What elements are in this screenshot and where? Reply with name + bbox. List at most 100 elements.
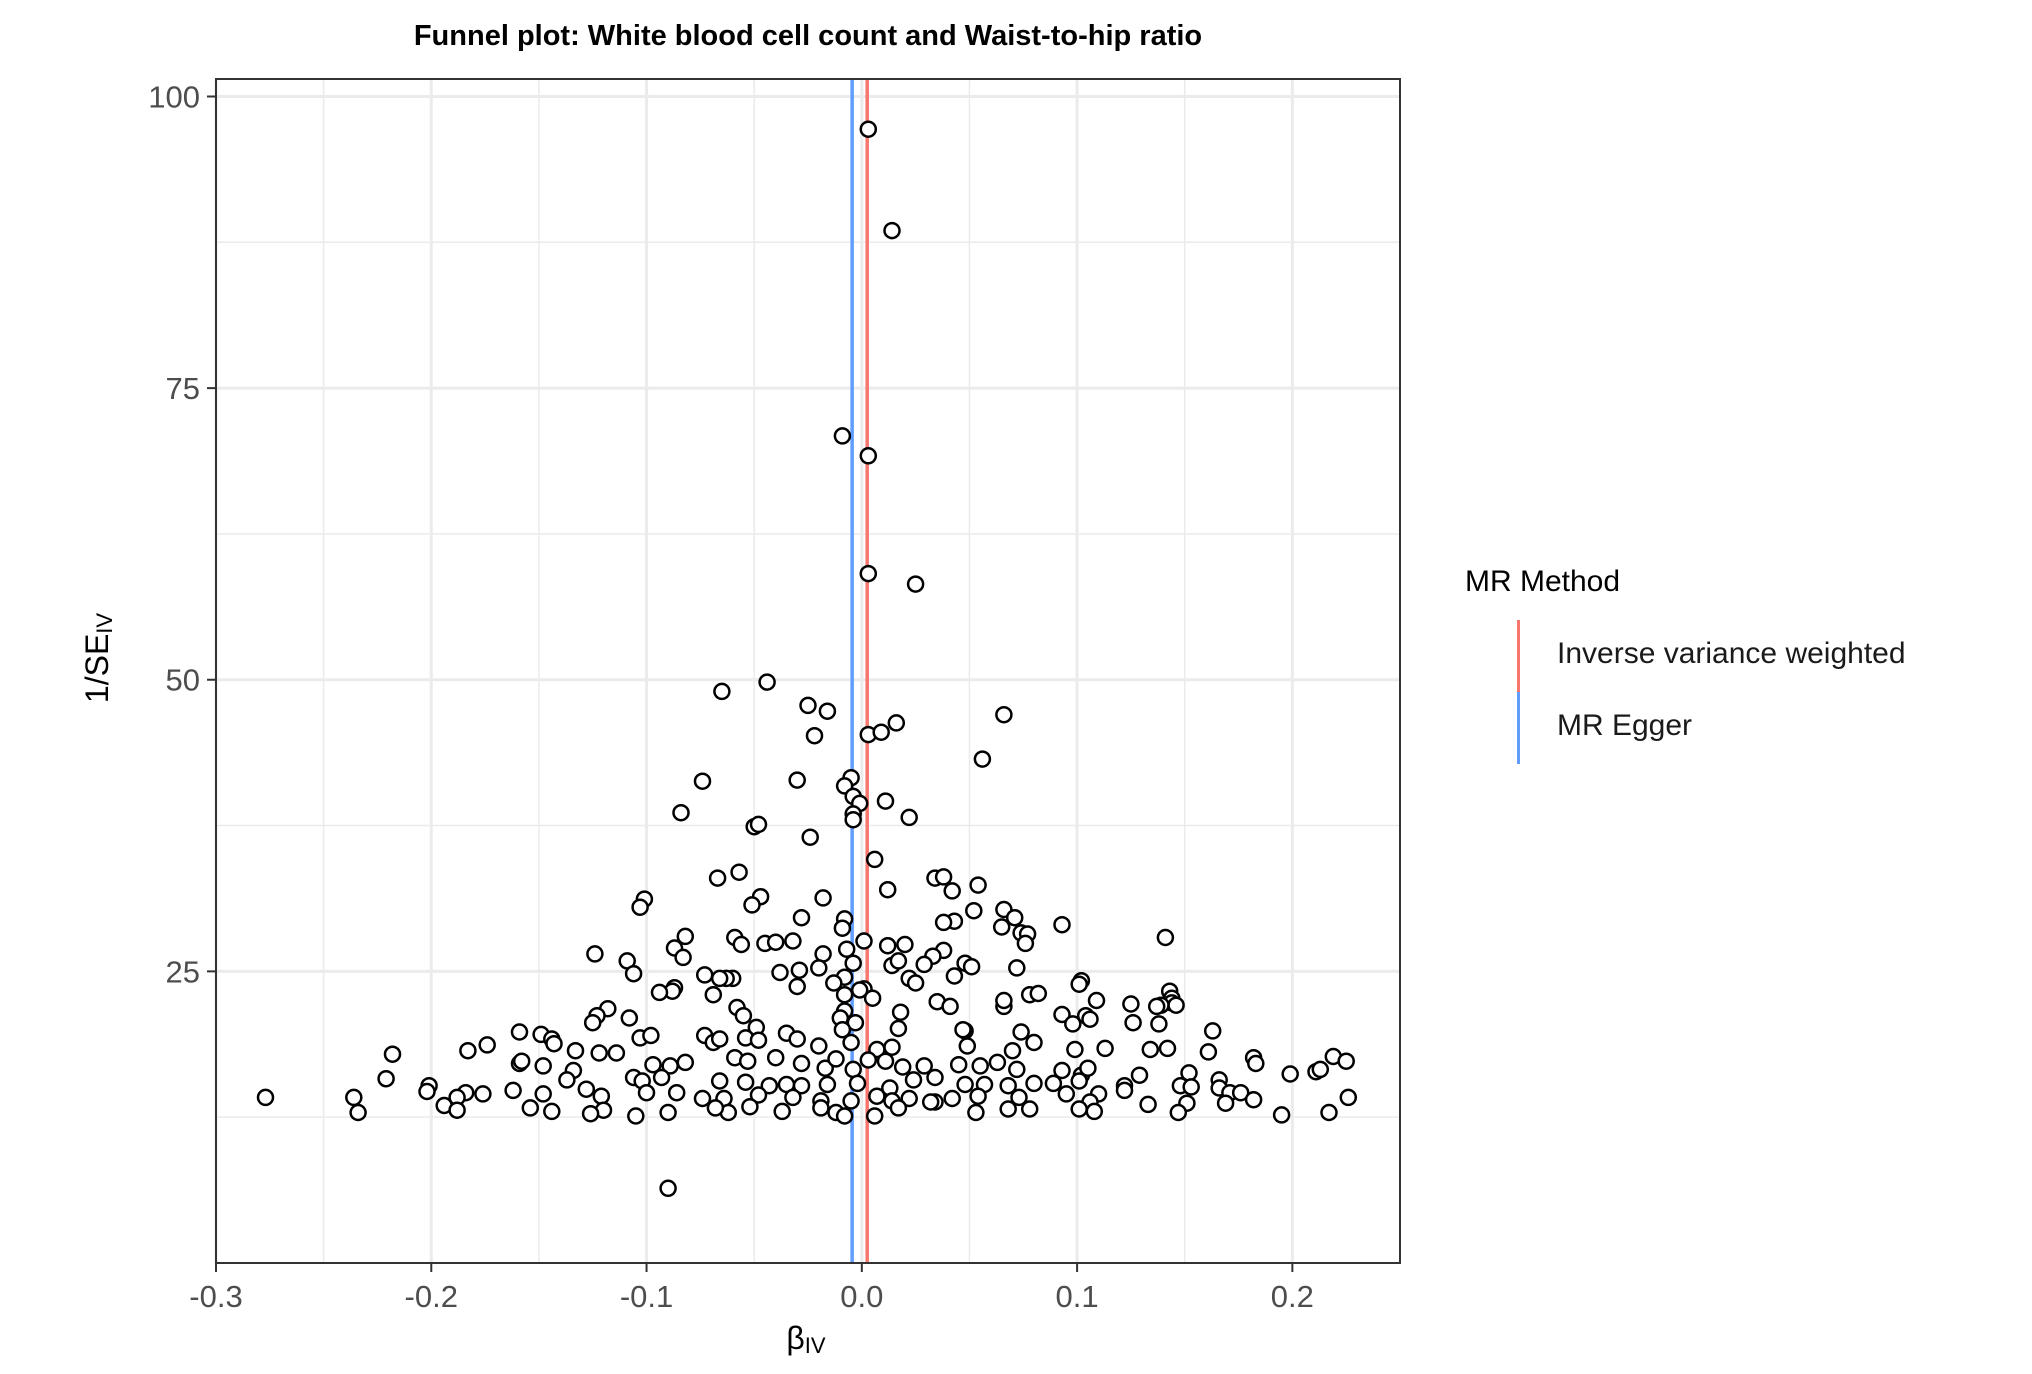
- data-point: [934, 913, 953, 932]
- data-point: [906, 974, 925, 992]
- data-point: [999, 1076, 1017, 1095]
- data-point: [1008, 1060, 1026, 1079]
- y-tick-label: 75: [166, 371, 200, 406]
- data-point: [816, 1059, 834, 1077]
- data-point: [999, 1100, 1017, 1118]
- data-point: [945, 967, 964, 985]
- data-point: [581, 1104, 600, 1123]
- data-point: [743, 896, 761, 914]
- data-point: [713, 682, 731, 701]
- data-point: [710, 1072, 729, 1090]
- data-point: [693, 772, 712, 790]
- data-point: [704, 985, 723, 1004]
- data-point: [766, 933, 785, 951]
- data-point: [706, 1099, 725, 1117]
- data-point: [512, 1052, 531, 1070]
- data-point: [345, 1088, 363, 1107]
- data-point: [418, 1082, 436, 1101]
- data-point: [1005, 908, 1024, 927]
- data-point: [926, 1068, 944, 1087]
- legend: MR Method Inverse variance weighted MR E…: [1465, 565, 1985, 780]
- data-point: [827, 1050, 845, 1068]
- data-point: [1053, 915, 1071, 934]
- data-point: [1044, 1074, 1063, 1093]
- data-point: [878, 880, 897, 899]
- data-point: [833, 919, 852, 937]
- data-point: [1012, 1023, 1030, 1041]
- data-point: [749, 1086, 768, 1104]
- data-point: [1272, 1106, 1291, 1124]
- data-point: [833, 427, 852, 445]
- data-point: [607, 1044, 626, 1062]
- data-point: [900, 808, 918, 827]
- data-point: [631, 898, 649, 916]
- data-point: [992, 918, 1011, 936]
- data-point: [736, 1073, 755, 1091]
- data-point: [900, 1089, 918, 1108]
- data-point: [1064, 1015, 1082, 1033]
- data-point: [693, 1089, 712, 1108]
- data-point: [773, 1102, 791, 1121]
- x-tick-label: -0.3: [189, 1279, 242, 1314]
- data-point: [1079, 1059, 1097, 1077]
- data-point: [814, 889, 832, 907]
- data-point: [921, 1093, 940, 1111]
- x-tick-label: 0.2: [1271, 1279, 1314, 1314]
- data-point: [1020, 1100, 1039, 1118]
- data-point: [850, 981, 869, 999]
- data-point: [883, 1038, 901, 1056]
- data-point: [788, 771, 806, 789]
- data-point: [818, 702, 837, 720]
- data-point: [868, 1087, 886, 1105]
- data-point: [872, 723, 890, 741]
- legend-swatch-egger: [1517, 692, 1520, 764]
- data-point: [943, 882, 961, 900]
- y-axis-title-sub: IV: [92, 613, 117, 634]
- data-point: [883, 221, 901, 240]
- data-point: [859, 1051, 878, 1069]
- data-point: [1130, 1066, 1149, 1084]
- data-point: [844, 954, 862, 972]
- data-point: [859, 447, 878, 465]
- data-point: [256, 1088, 275, 1107]
- data-point: [659, 1179, 677, 1198]
- data-point: [915, 1057, 933, 1075]
- data-point: [637, 1083, 656, 1102]
- data-point: [624, 964, 643, 983]
- data-point: [790, 961, 809, 979]
- data-point: [377, 1069, 395, 1088]
- data-point: [1169, 1103, 1188, 1122]
- data-point: [896, 935, 914, 954]
- data-point: [1203, 1022, 1222, 1040]
- data-point: [889, 1019, 908, 1038]
- data-point: [818, 1075, 837, 1094]
- x-tick-label: -0.1: [620, 1279, 673, 1314]
- data-point: [876, 792, 895, 810]
- data-point: [1025, 1033, 1043, 1052]
- data-point: [906, 575, 925, 593]
- data-point: [1053, 1061, 1071, 1080]
- data-point: [1311, 1060, 1330, 1079]
- data-point: [730, 863, 748, 881]
- data-point: [590, 1044, 608, 1062]
- data-point: [889, 952, 908, 970]
- data-point: [734, 1006, 753, 1025]
- plot-border: [215, 78, 1401, 1264]
- data-point: [1008, 959, 1026, 977]
- data-point: [644, 1055, 662, 1074]
- data-point: [915, 955, 933, 974]
- data-point: [848, 1074, 867, 1093]
- data-point: [863, 989, 882, 1007]
- data-point: [749, 1031, 768, 1049]
- data-point: [887, 714, 906, 732]
- y-tick-label: 100: [148, 79, 200, 114]
- data-point: [674, 948, 692, 967]
- data-point: [837, 940, 856, 958]
- data-point: [1199, 1043, 1218, 1061]
- data-point: [738, 1052, 757, 1070]
- data-point: [995, 705, 1013, 724]
- data-point: [676, 927, 695, 946]
- data-point: [650, 983, 669, 1002]
- data-point: [1070, 975, 1088, 993]
